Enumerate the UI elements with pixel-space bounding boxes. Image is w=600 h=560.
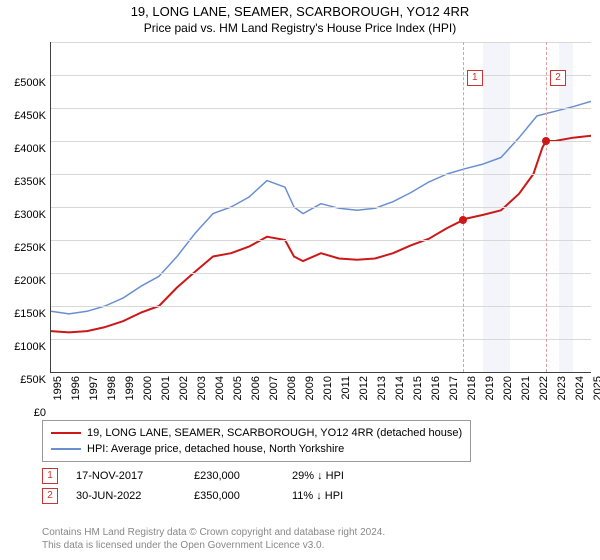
sale-marker-line: [463, 42, 464, 372]
sale-price-2: £350,000: [194, 490, 274, 502]
sales-row-1: 1 17-NOV-2017 £230,000 29% ↓ HPI: [42, 466, 344, 486]
legend-swatch-property: [51, 432, 81, 434]
y-axis-label: £150K: [0, 308, 46, 320]
y-axis-label: £50K: [0, 374, 46, 386]
legend-label-hpi: HPI: Average price, detached house, Nort…: [87, 443, 344, 455]
plot-area: 12: [50, 42, 591, 373]
sale-point-dot: [542, 137, 550, 145]
legend-row-hpi: HPI: Average price, detached house, Nort…: [51, 441, 462, 457]
sale-date-2: 30-JUN-2022: [76, 490, 176, 502]
title-line-1: 19, LONG LANE, SEAMER, SCARBOROUGH, YO12…: [0, 4, 600, 19]
sale-date-1: 17-NOV-2017: [76, 470, 176, 482]
y-axis-label: £250K: [0, 242, 46, 254]
y-axis-label: £0: [0, 407, 46, 419]
sales-row-2: 2 30-JUN-2022 £350,000 11% ↓ HPI: [42, 486, 344, 506]
sale-marker-box-2: 2: [42, 488, 58, 504]
legend-label-property: 19, LONG LANE, SEAMER, SCARBOROUGH, YO12…: [87, 427, 462, 439]
footer-line-2: This data is licensed under the Open Gov…: [42, 540, 385, 553]
sale-marker-box-1: 1: [42, 468, 58, 484]
y-axis-label: £300K: [0, 209, 46, 221]
sale-point-dot: [459, 216, 467, 224]
y-axis-label: £350K: [0, 176, 46, 188]
y-axis-label: £450K: [0, 110, 46, 122]
sales-table: 1 17-NOV-2017 £230,000 29% ↓ HPI 2 30-JU…: [42, 466, 344, 506]
legend-swatch-hpi: [51, 448, 81, 450]
y-axis-label: £100K: [0, 341, 46, 353]
legend-row-property: 19, LONG LANE, SEAMER, SCARBOROUGH, YO12…: [51, 425, 462, 441]
chart-title: 19, LONG LANE, SEAMER, SCARBOROUGH, YO12…: [0, 0, 600, 35]
x-axis-label: 2025: [592, 376, 600, 416]
y-axis-label: £400K: [0, 143, 46, 155]
footer: Contains HM Land Registry data © Crown c…: [42, 527, 385, 552]
sale-marker-line: [546, 42, 547, 372]
sale-price-1: £230,000: [194, 470, 274, 482]
sale-marker-box: 1: [467, 70, 483, 86]
legend: 19, LONG LANE, SEAMER, SCARBOROUGH, YO12…: [42, 420, 471, 462]
sale-delta-1: 29% ↓ HPI: [292, 470, 344, 482]
y-axis-label: £200K: [0, 275, 46, 287]
series-property_price: [51, 136, 591, 333]
y-axis-label: £500K: [0, 77, 46, 89]
chart-container: 12 £0£50K£100K£150K£200K£250K£300K£350K£…: [0, 42, 600, 412]
sale-delta-2: 11% ↓ HPI: [292, 490, 343, 502]
sale-marker-box: 2: [550, 70, 566, 86]
footer-line-1: Contains HM Land Registry data © Crown c…: [42, 527, 385, 540]
title-line-2: Price paid vs. HM Land Registry's House …: [0, 21, 600, 35]
